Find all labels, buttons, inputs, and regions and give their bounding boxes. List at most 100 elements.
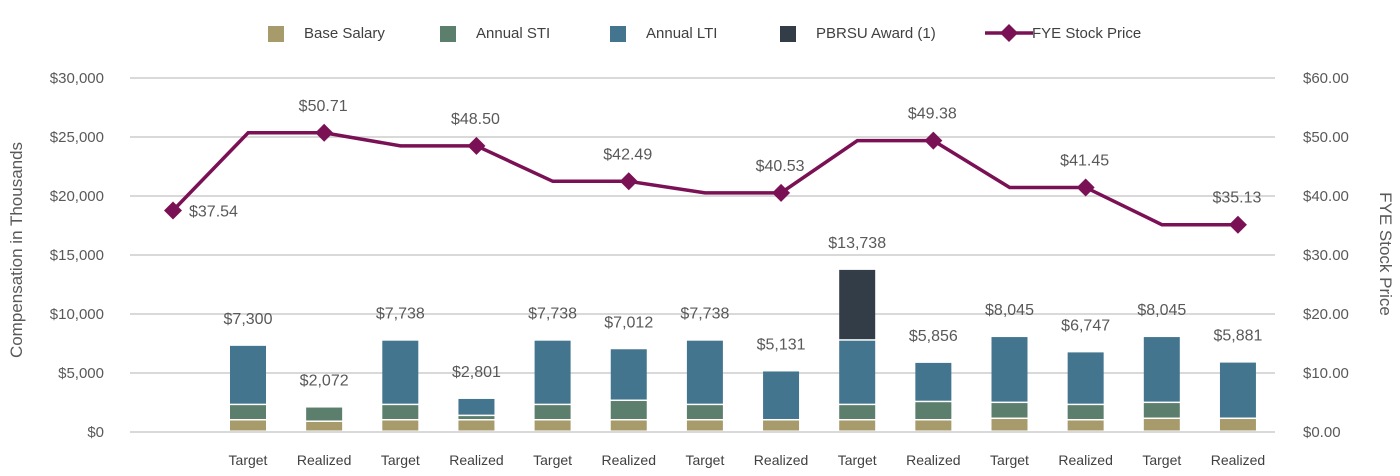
bar-segment <box>686 405 723 419</box>
y2-tick-label: $0.00 <box>1303 424 1341 441</box>
bar-total-label: $13,738 <box>828 235 886 252</box>
category-label: Realized <box>297 452 351 468</box>
bar-segment <box>915 362 952 401</box>
category-label: Target <box>229 452 268 468</box>
bar-segment <box>458 398 495 415</box>
bar-segment <box>306 421 343 431</box>
bar-segment <box>458 416 495 419</box>
legend: Base Salary Annual STI Annual LTI PBRSU Awa… <box>268 24 1141 42</box>
stock-price-label: $48.50 <box>451 111 500 128</box>
category-label: Target <box>381 452 420 468</box>
stock-price-label: $40.53 <box>756 158 805 175</box>
bar-total-label: $6,747 <box>1061 317 1110 334</box>
bar-segment <box>534 420 571 431</box>
stock-price-line-path <box>171 131 1238 227</box>
bar-segment <box>306 407 343 421</box>
left-axis-ticks: $0 $5,000 $10,000 $15,000 $20,000 $25,000 $30,… <box>50 70 104 441</box>
bar-segment <box>991 337 1028 402</box>
bar-segment <box>915 402 952 419</box>
category-labels: Target Realized Target Realized Target Realiz… <box>229 452 1266 468</box>
legend-swatch <box>780 26 796 42</box>
y-tick-label: $10,000 <box>50 306 104 323</box>
bar-total-label: $5,131 <box>757 336 806 353</box>
bar-segment <box>1219 419 1256 431</box>
y-tick-label: $0 <box>87 424 104 441</box>
bar-segment <box>610 401 647 419</box>
stock-price-marker <box>924 131 943 150</box>
stock-price-label: $41.45 <box>1060 152 1109 169</box>
bar-segment <box>534 405 571 419</box>
category-label: Target <box>533 452 572 468</box>
bar-segment <box>991 419 1028 431</box>
category-label: Realized <box>602 452 656 468</box>
legend-label: FYE Stock Price <box>1032 25 1141 42</box>
bar-segment <box>382 420 419 431</box>
stock-price-label: $49.38 <box>908 106 957 123</box>
y2-axis-label: FYE Stock Price <box>1376 192 1395 316</box>
bar-segment <box>763 371 800 419</box>
bar-segment <box>839 269 876 340</box>
bar-segment <box>839 405 876 419</box>
stock-price-marker <box>1228 215 1247 234</box>
y-tick-label: $5,000 <box>58 365 104 382</box>
y-tick-label: $15,000 <box>50 247 104 264</box>
bar-segment <box>230 420 266 431</box>
category-label: Realized <box>1058 452 1112 468</box>
legend-swatch <box>268 26 284 42</box>
bar-segment <box>839 340 876 404</box>
y-tick-label: $25,000 <box>50 129 104 146</box>
legend-label: Annual STI <box>476 25 550 42</box>
bar-segment <box>610 420 647 431</box>
bar-total-label: $7,738 <box>376 306 425 323</box>
bar-segment <box>382 340 419 404</box>
bar-segment <box>1143 419 1180 431</box>
stock-price-marker <box>164 201 182 220</box>
bar-segment <box>686 340 723 404</box>
bar-segment <box>382 405 419 419</box>
bar-segment <box>534 340 571 404</box>
bar-segment <box>1143 337 1180 402</box>
stock-price-marker <box>619 172 638 191</box>
stock-price-marker <box>467 136 486 155</box>
stock-price-marker <box>315 123 334 142</box>
bar-segment <box>610 349 647 400</box>
bar-segment <box>230 345 266 404</box>
bar-segment <box>839 420 876 431</box>
bar-segment <box>1067 405 1104 419</box>
stock-price-label: $42.49 <box>603 146 652 163</box>
bar-total-labels: $7,300 $2,072 $7,738 $2,801 $7,738 $7,012 $7,7… <box>224 235 1263 390</box>
category-label: Realized <box>906 452 960 468</box>
category-label: Target <box>685 452 724 468</box>
y2-tick-label: $60.00 <box>1303 70 1349 87</box>
bar-total-label: $2,801 <box>452 364 501 381</box>
bar-total-label: $8,045 <box>1137 302 1186 319</box>
bar-segment <box>686 420 723 431</box>
y2-tick-label: $50.00 <box>1303 129 1349 146</box>
bar-total-label: $7,738 <box>680 306 729 323</box>
bar-stacks <box>230 269 1256 431</box>
bar-total-label: $7,738 <box>528 306 577 323</box>
y-tick-label: $30,000 <box>50 70 104 87</box>
stock-price-line: $37.54 $50.71 $48.50 $42.49 $40.53 $49.38 $41.… <box>164 98 1262 234</box>
stock-price-label: $35.13 <box>1212 190 1261 207</box>
legend-label: Base Salary <box>304 25 385 42</box>
bar-segment <box>763 420 800 431</box>
bar-total-label: $5,881 <box>1213 328 1262 345</box>
bar-total-label: $7,012 <box>604 314 653 331</box>
legend-line-marker <box>1000 24 1018 42</box>
stock-price-marker <box>1076 178 1095 197</box>
y2-tick-label: $20.00 <box>1303 306 1349 323</box>
bar-segment <box>915 420 952 431</box>
legend-swatch <box>440 26 456 42</box>
bar-segment <box>230 405 266 419</box>
category-label: Realized <box>449 452 503 468</box>
legend-label: PBRSU Award (1) <box>816 25 936 42</box>
category-label: Target <box>838 452 877 468</box>
bar-segment <box>991 403 1028 418</box>
bar-total-label: $2,072 <box>300 373 349 390</box>
y2-tick-label: $10.00 <box>1303 365 1349 382</box>
y-axis-label: Compensation in Thousands <box>7 142 26 358</box>
y-tick-label: $20,000 <box>50 188 104 205</box>
category-label: Target <box>1142 452 1181 468</box>
